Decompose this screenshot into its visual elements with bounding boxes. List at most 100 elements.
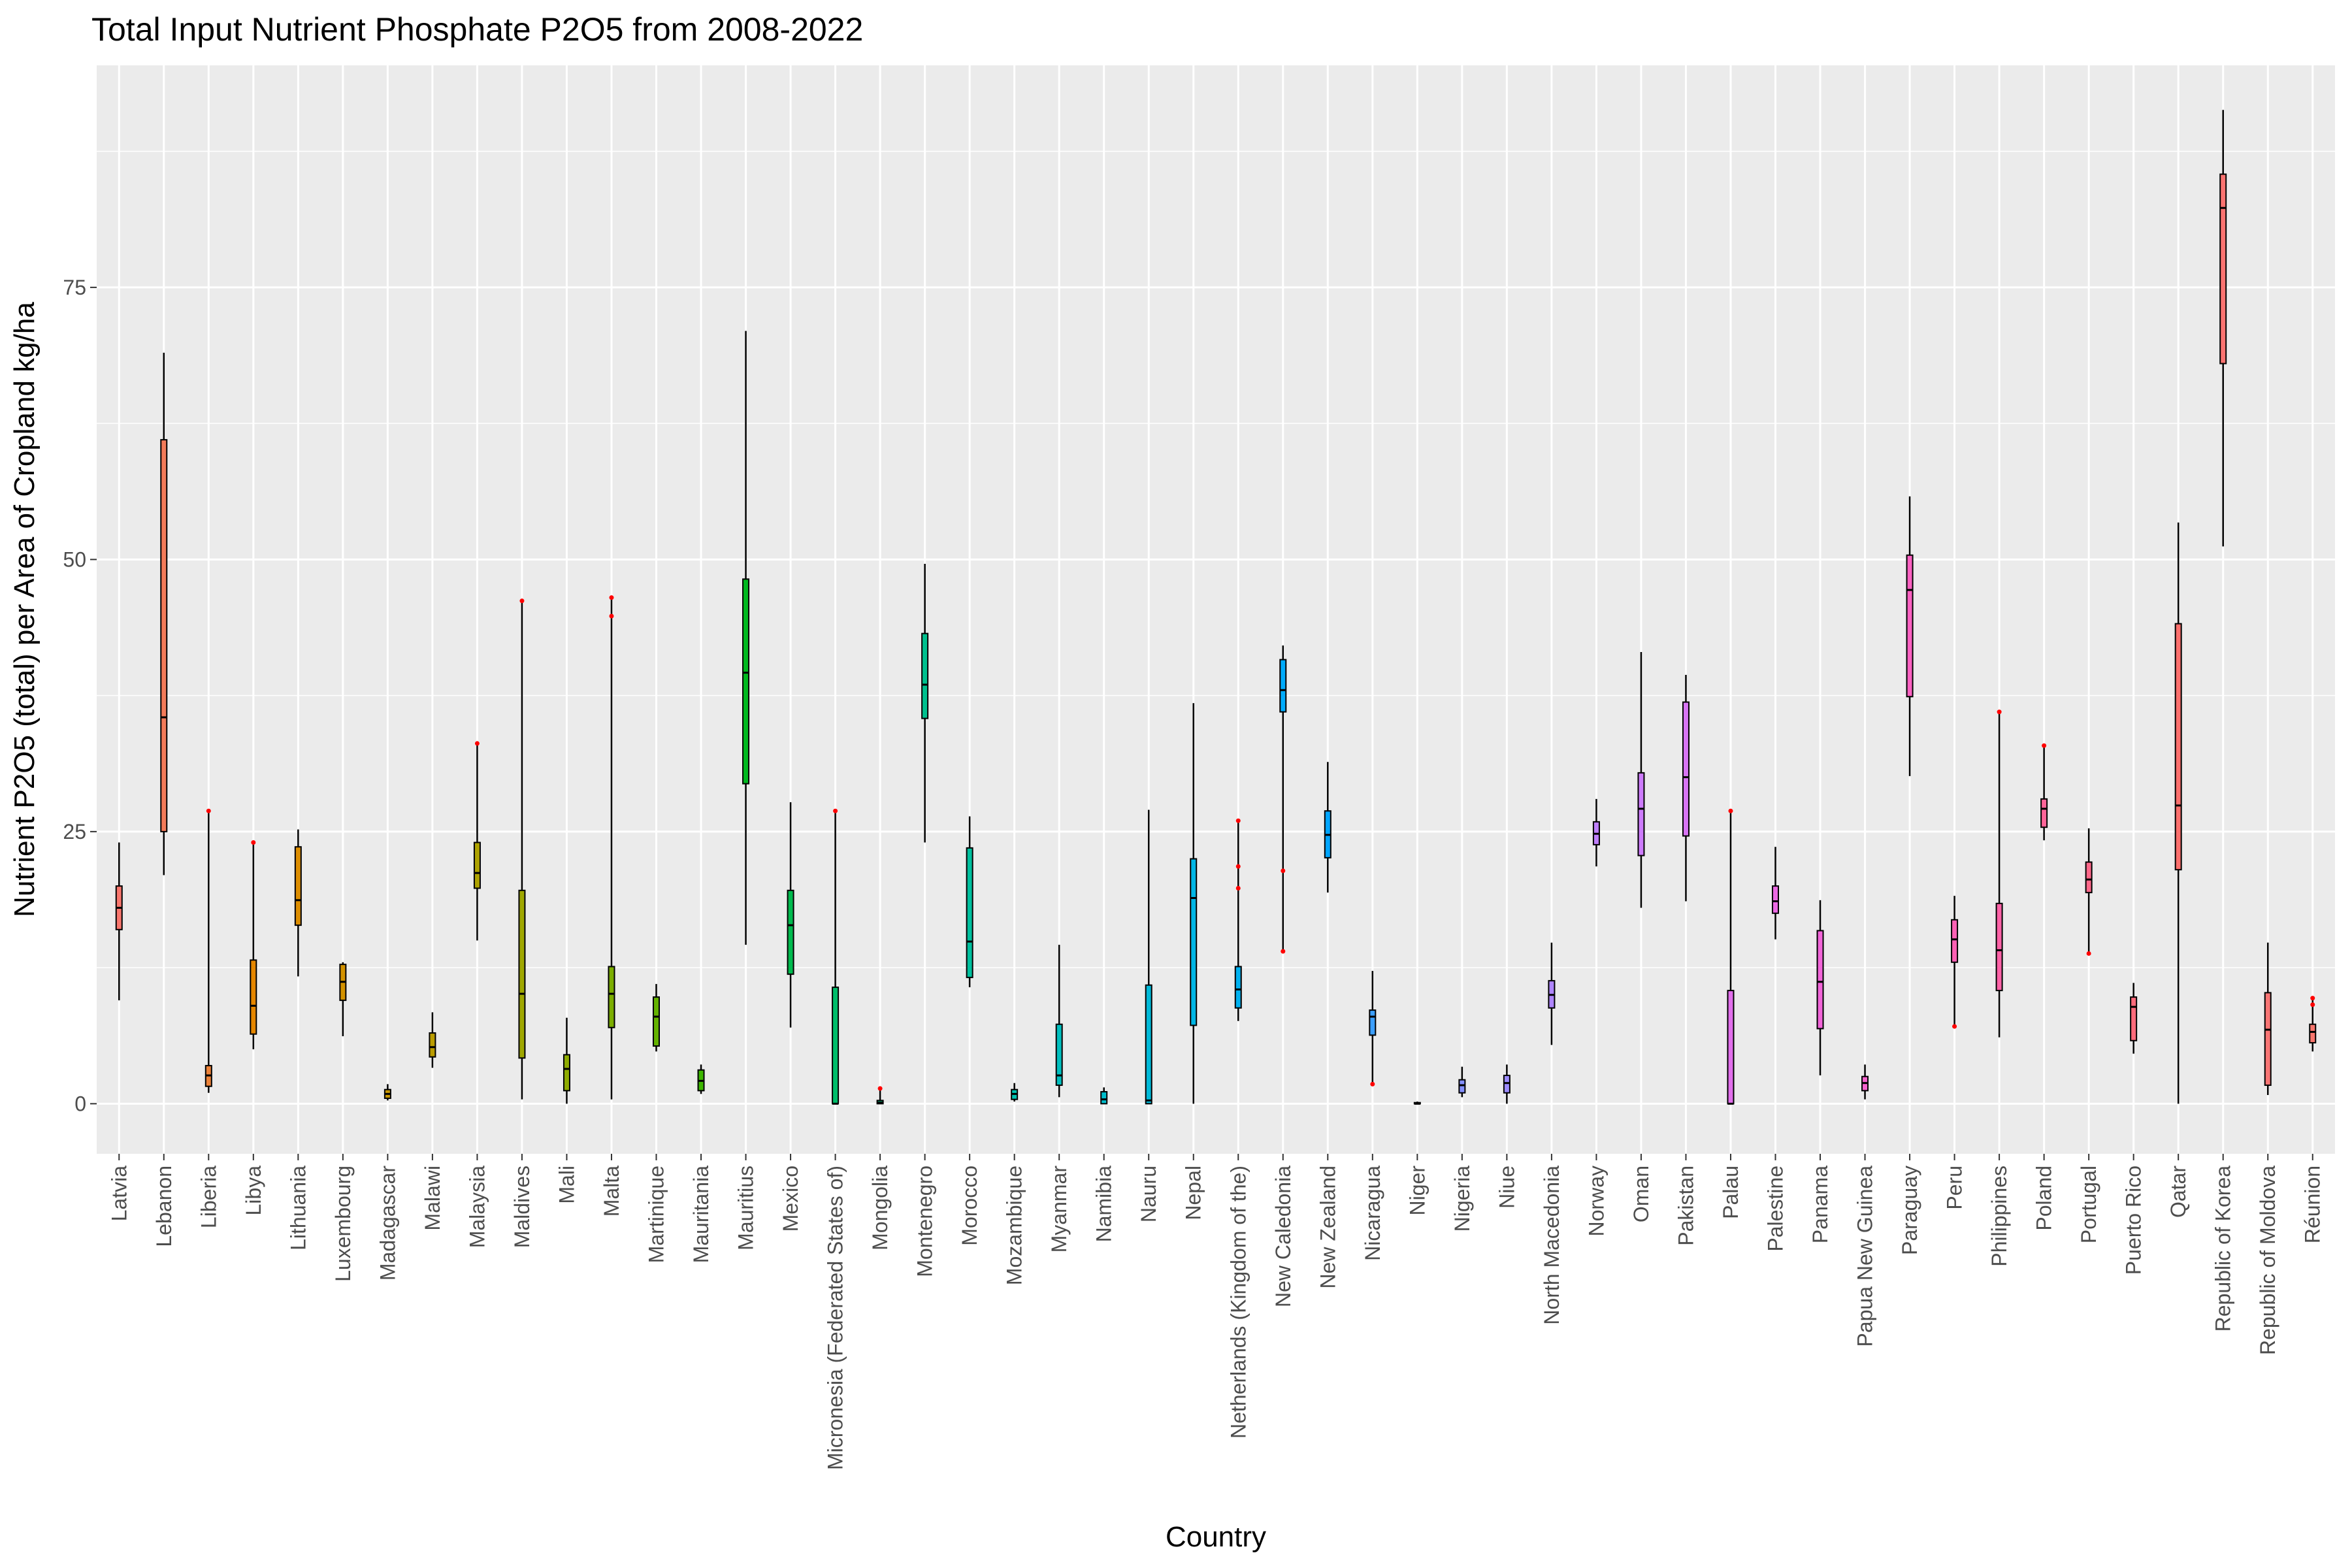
x-tick-label: Portugal <box>2077 1166 2100 1243</box>
x-tick-label: Lebanon <box>152 1166 176 1247</box>
box <box>1637 772 1645 857</box>
box <box>2309 1023 2317 1044</box>
outlier-point <box>1728 808 1733 813</box>
box <box>429 1032 436 1058</box>
outlier-point <box>1235 864 1241 869</box>
x-tick-label: Papua New Guinea <box>1854 1166 1877 1347</box>
x-tick-label: Micronesia (Federated States of) <box>824 1166 847 1470</box>
y-tick-label: 25 <box>63 820 86 843</box>
x-tick-label: Luxembourg <box>331 1166 355 1282</box>
y-axis-title: Nutrient P2O5 (total) per Area of Cropla… <box>8 302 41 917</box>
x-tick-label: Philippines <box>1987 1166 2011 1267</box>
box <box>1951 919 1959 963</box>
outlier-point <box>1235 818 1241 823</box>
x-tick-label: Namibia <box>1092 1166 1116 1243</box>
x-tick-label: Panama <box>1808 1166 1832 1243</box>
box <box>250 959 257 1035</box>
x-tick-label: Norway <box>1584 1166 1608 1236</box>
x-tick-label: Puerto Rico <box>2122 1166 2146 1275</box>
x-tick-label: Myanmar <box>1047 1166 1071 1253</box>
box <box>563 1054 570 1092</box>
x-tick-label: Nauru <box>1137 1166 1160 1222</box>
x-tick-label: Nepal <box>1182 1166 1205 1220</box>
y-tick-label: 0 <box>74 1092 86 1115</box>
x-tick-label: Mongolia <box>868 1166 892 1250</box>
x-tick-label: Malta <box>600 1166 623 1217</box>
outlier-point <box>1281 949 1286 954</box>
x-tick-label: Malaysia <box>465 1166 489 1248</box>
x-tick-label: Morocco <box>958 1166 981 1246</box>
x-tick-label: Nigeria <box>1450 1166 1474 1232</box>
outlier-point <box>1281 868 1286 874</box>
boxplots <box>115 110 2317 1105</box>
x-tick-label: Montenegro <box>913 1166 937 1277</box>
box <box>1145 984 1152 1105</box>
outlier-point <box>2310 1002 2315 1007</box>
box <box>1279 659 1287 713</box>
box <box>473 841 481 889</box>
x-tick-label: Lithuania <box>286 1166 310 1250</box>
outlier-point <box>833 808 838 813</box>
x-tick-label: New Caledonia <box>1271 1166 1295 1307</box>
box <box>1682 701 1690 837</box>
x-tick-label: Nicaragua <box>1361 1166 1384 1261</box>
outlier-point <box>609 613 614 619</box>
box <box>518 889 526 1059</box>
box <box>1995 902 2003 992</box>
x-tick-label: New Zealand <box>1316 1166 1339 1289</box>
x-tick-label: Mauritania <box>689 1166 713 1264</box>
x-tick-label: Madagascar <box>376 1166 399 1281</box>
box <box>1369 1009 1377 1036</box>
box <box>294 846 302 926</box>
box <box>1234 966 1242 1009</box>
x-tick-label: Palau <box>1719 1166 1742 1219</box>
box <box>1503 1075 1511 1094</box>
box <box>1190 858 1198 1026</box>
box <box>1906 554 1914 698</box>
outlier-point <box>1997 710 2002 715</box>
box <box>1772 885 1779 914</box>
x-tick-label: Malawi <box>421 1166 444 1231</box>
box <box>608 966 615 1028</box>
box <box>1816 930 1824 1030</box>
outlier-point <box>1370 1081 1375 1086</box>
box <box>2219 173 2227 365</box>
x-tick-label: Mozambique <box>1003 1166 1026 1285</box>
x-tick-label: Mauritius <box>734 1166 758 1250</box>
box <box>2040 798 2048 828</box>
outlier-point <box>877 1086 883 1091</box>
y-tick-label: 75 <box>63 276 86 299</box>
y-axis-ticks: 0 25 50 75 <box>63 276 97 1115</box>
x-tick-label: Paraguay <box>1898 1166 1921 1255</box>
x-tick-label: Republic of Korea <box>2212 1166 2235 1332</box>
x-tick-label: Republic of Moldova <box>2256 1166 2279 1355</box>
plot-panel <box>97 65 2335 1154</box>
x-tick-label: Netherlands (Kingdom of the) <box>1226 1166 1250 1439</box>
box <box>1100 1091 1108 1105</box>
y-tick-label: 50 <box>63 547 86 571</box>
box <box>2085 861 2093 894</box>
x-axis-title: Country <box>1166 1521 1266 1553</box>
box <box>160 439 168 832</box>
box <box>921 632 929 719</box>
x-tick-label: Oman <box>1629 1166 1653 1222</box>
box <box>966 847 973 979</box>
outlier-point <box>474 741 480 746</box>
outlier-point <box>2086 951 2091 956</box>
x-tick-label: Palestine <box>1764 1166 1788 1252</box>
x-tick-label: Libya <box>242 1166 265 1216</box>
x-tick-label: Niger <box>1405 1166 1429 1216</box>
x-tick-label: Niue <box>1495 1166 1518 1209</box>
box <box>1055 1023 1063 1086</box>
box <box>653 996 660 1047</box>
outlier-point <box>2310 996 2315 1001</box>
outlier-point <box>609 595 614 600</box>
outlier-point <box>2042 743 2047 748</box>
box <box>2130 996 2138 1041</box>
x-tick-label: Poland <box>2033 1166 2056 1231</box>
box <box>742 578 750 785</box>
x-tick-label: Martinique <box>645 1166 668 1263</box>
x-tick-label: North Macedonia <box>1540 1166 1563 1325</box>
outlier-point <box>251 840 256 845</box>
